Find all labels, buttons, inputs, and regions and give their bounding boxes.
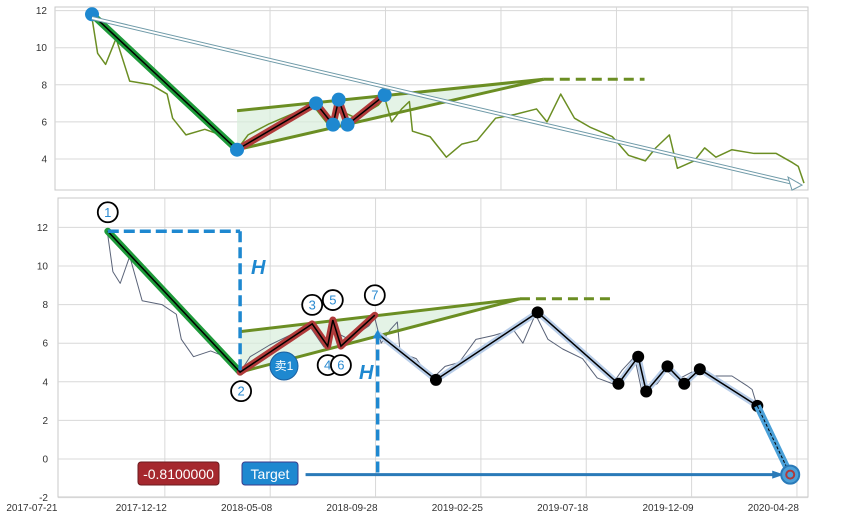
target-point-ring <box>785 469 796 480</box>
pivot-dot <box>661 360 674 373</box>
bottom-x-tick-label: 2017-07-21 <box>6 503 58 514</box>
triangle-upper-line <box>239 297 521 334</box>
height-label-1: H <box>251 257 266 279</box>
pivot-dot <box>340 117 355 132</box>
bottom-y-tick-label: -2 <box>39 493 48 504</box>
bottom-x-tick-label: 2020-04-28 <box>748 503 800 514</box>
top-y-tick-label: 8 <box>41 80 47 91</box>
pivot-label: 6 <box>337 358 344 373</box>
top-panel: 4 6 8 10 12 <box>36 6 809 191</box>
value-box-label: -0.8100000 <box>143 466 214 482</box>
bottom-marks: 1 2 3 4 5 6 7 <box>96 201 801 485</box>
top-y-tick-label: 10 <box>36 43 48 54</box>
pivot-dot <box>531 306 544 319</box>
pivot-line <box>107 230 376 374</box>
bottom-y-tick-label: 8 <box>42 300 48 311</box>
sell-marker: 卖1 <box>269 351 299 381</box>
pivot-dot <box>331 92 346 107</box>
pivot-dot <box>326 117 341 132</box>
bottom-x-tick-label: 2018-05-08 <box>221 503 273 514</box>
bottom-plot-area <box>57 197 809 498</box>
pivot-label-circle <box>363 284 386 307</box>
pivot-label-circle <box>301 293 324 316</box>
top-marks <box>85 7 805 191</box>
pivot-label-circle <box>96 201 119 224</box>
bottom-x-tick-label: 2019-02-25 <box>432 503 484 514</box>
pivot-dot <box>632 350 645 363</box>
sell-marker-label: 卖1 <box>275 359 294 373</box>
pivot-dot <box>377 88 392 103</box>
target-box: Target <box>241 461 299 486</box>
pivot-dot <box>640 385 653 398</box>
pivot-dot <box>693 363 706 376</box>
top-y-tick-label: 6 <box>41 117 47 128</box>
target-point <box>780 464 801 485</box>
post-pattern-line <box>377 311 758 407</box>
pivot-dot <box>230 142 245 157</box>
pivot-label: 7 <box>371 288 378 303</box>
height-label-2: H <box>359 362 374 384</box>
bottom-x-axis: 2017-07-21 2017-12-12 2018-05-08 2018-09-28… <box>6 503 799 514</box>
bottom-y-tick-label: 0 <box>42 455 48 466</box>
top-y-tick-label: 12 <box>36 6 48 17</box>
pivot-label-circle <box>230 380 253 403</box>
bottom-y-tick-label: 10 <box>37 262 49 273</box>
price-line <box>91 17 805 184</box>
pivot-label: 1 <box>104 205 111 220</box>
value-box: -0.8100000 <box>137 461 220 486</box>
target-box-label: Target <box>251 466 290 482</box>
pivot-label: 5 <box>329 293 336 308</box>
pivot-label: 3 <box>309 297 316 312</box>
target-arrow-head <box>772 470 785 479</box>
pivot-dot <box>309 96 324 111</box>
projection-dash <box>756 405 791 475</box>
trend-arrow-body <box>91 17 799 186</box>
bottom-y-tick-label: 2 <box>42 416 48 427</box>
triangle-lower-line <box>236 77 545 152</box>
pivot-dot <box>612 377 625 390</box>
trend-arrow-head <box>787 176 804 191</box>
top-grid <box>55 7 808 190</box>
bottom-y-tick-label: 6 <box>42 339 48 350</box>
breakout-marker <box>372 329 383 339</box>
top-y-axis: 4 6 8 10 12 <box>36 6 48 165</box>
pivot-label-circle <box>321 289 344 311</box>
bottom-y-tick-label: 4 <box>42 377 48 388</box>
bottom-x-tick-label: 2018-09-28 <box>326 503 378 514</box>
bottom-x-tick-label: 2019-07-18 <box>537 503 589 514</box>
bottom-y-tick-label: 12 <box>37 223 49 234</box>
bottom-y-axis: -2 0 2 4 6 8 10 12 <box>37 223 49 504</box>
pivot-dot <box>678 377 691 390</box>
bottom-x-tick-label: 2019-12-09 <box>642 503 694 514</box>
pivot-label: 4 <box>324 358 331 373</box>
pivot-label: 2 <box>237 384 244 399</box>
bottom-x-tick-label: 2017-12-12 <box>116 503 168 514</box>
pivot-dot <box>429 373 442 386</box>
pivot-label-circle <box>330 354 352 376</box>
top-y-tick-label: 4 <box>41 155 47 166</box>
